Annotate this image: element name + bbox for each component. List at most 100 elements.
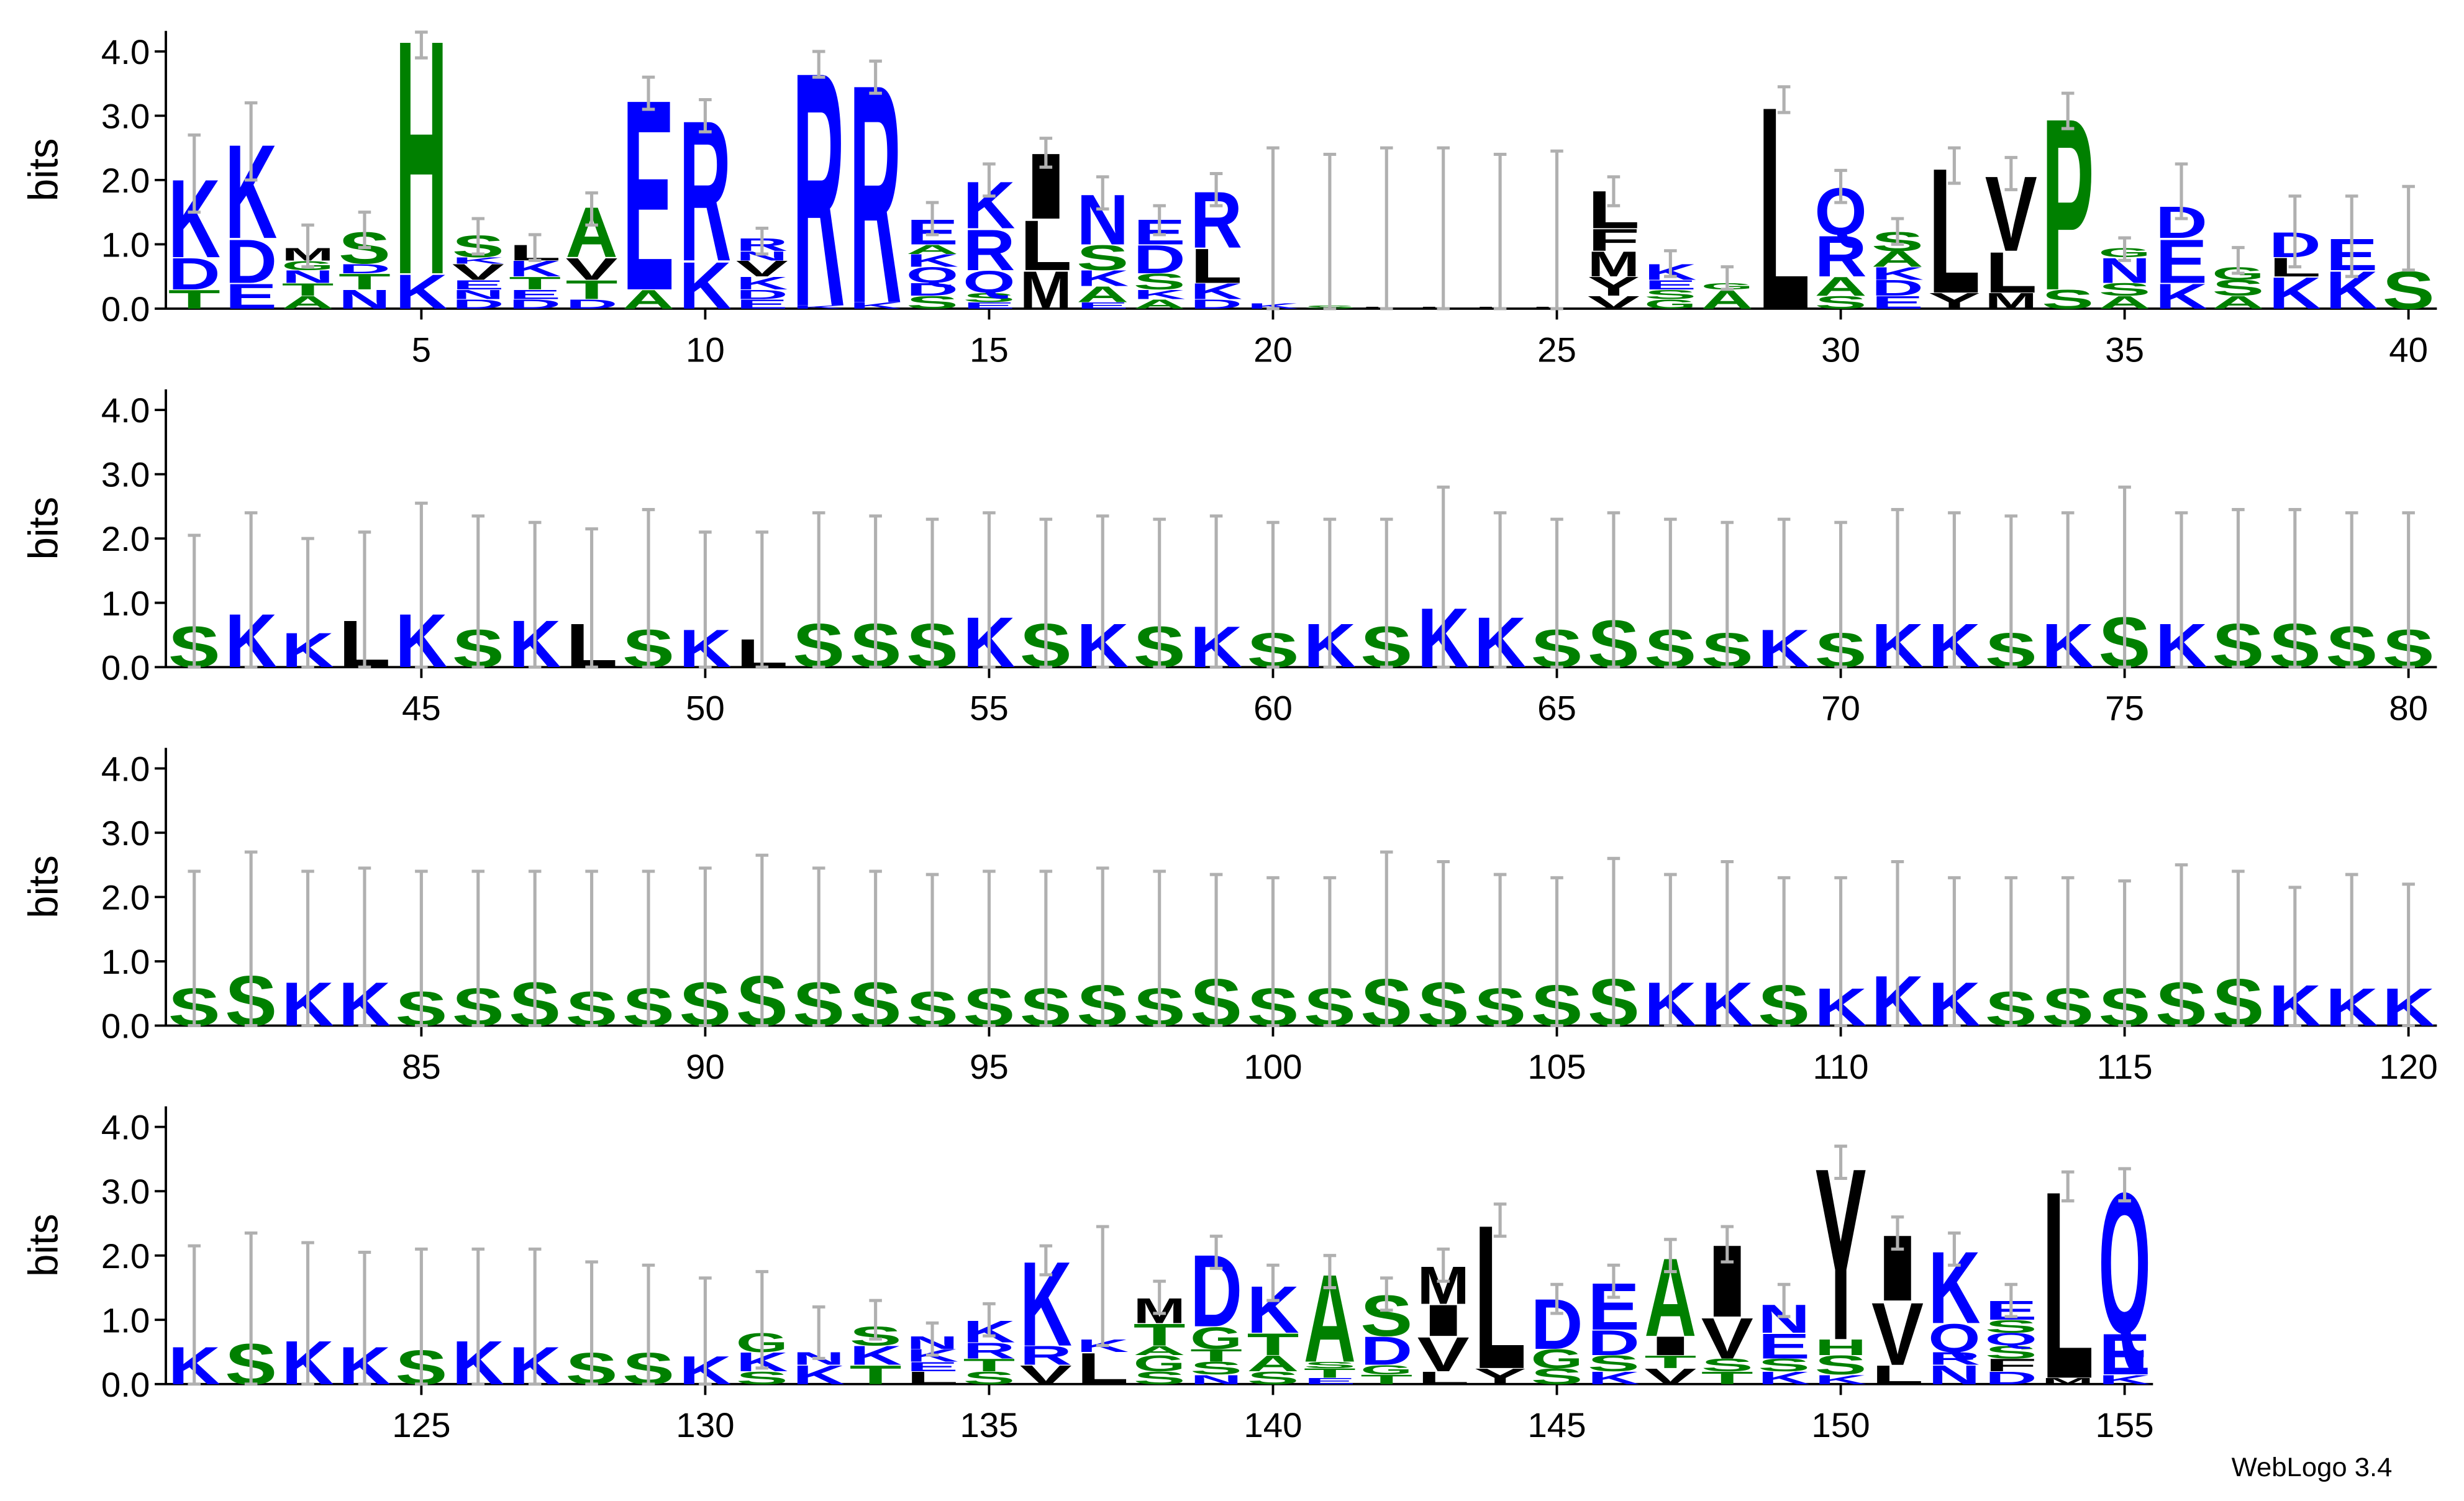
logo-letter: S [2099, 279, 2151, 299]
logo-letter: M [2042, 1376, 2094, 1386]
y-tick-label: 0.0 [101, 648, 150, 687]
logo-letter: L [1190, 238, 1242, 294]
logo-letter: D [339, 261, 391, 276]
logo-letter: A [1134, 296, 1186, 311]
logo-letter: T [168, 284, 220, 314]
logo-letter: A [1871, 247, 1924, 272]
y-tick-label: 4.0 [101, 391, 150, 430]
logo-letter: E [225, 276, 277, 317]
logo-letter: T [1701, 1368, 1753, 1388]
logo-letter: S [736, 1368, 788, 1388]
y-tick-label: 0.0 [101, 1007, 150, 1045]
logo-letter: S [2212, 276, 2264, 301]
logo-letter: L [1076, 1345, 1129, 1394]
logo-letter: S [1588, 1351, 1640, 1376]
y-tick-label: 2.0 [101, 520, 150, 558]
x-tick-label: 155 [2095, 1406, 2153, 1444]
y-tick-label: 1.0 [101, 225, 150, 264]
logo-letter: N [339, 284, 391, 314]
logo-letter: K [2099, 1372, 2151, 1387]
y-tick-label: 2.0 [101, 1236, 150, 1275]
logo-letter: R [963, 1338, 1015, 1363]
logo-letter: K [1190, 279, 1242, 304]
logo-letter: S [906, 292, 958, 312]
logo-letter: D [1360, 1328, 1412, 1373]
logo-letter: A [906, 242, 958, 256]
logo-letter: S [1701, 1355, 1753, 1375]
logo-letter: K [850, 301, 902, 311]
x-tick-label: 70 [1821, 689, 1860, 727]
logo-letter: S [1190, 1358, 1242, 1378]
x-tick-label: 120 [2380, 1047, 2438, 1086]
logo-letter: S [963, 1368, 1015, 1388]
y-axis-label: bits [20, 138, 66, 202]
logo-letter: V [452, 260, 504, 284]
y-tick-label: 3.0 [101, 814, 150, 853]
logo-letter: D [1985, 1368, 2037, 1388]
x-tick-label: 40 [2389, 330, 2428, 369]
logo-letter: D [1190, 296, 1242, 311]
logo-letter: E [452, 278, 504, 292]
logo-letter: S [1985, 1343, 2037, 1363]
logo-letter: E [906, 1359, 958, 1374]
logo-letter: M [1020, 260, 1072, 320]
logo-letter: D [225, 227, 277, 297]
logo-letter: K [679, 248, 731, 323]
x-tick-label: 85 [402, 1047, 441, 1086]
x-tick-label: 45 [402, 689, 441, 727]
y-tick-label: 3.0 [101, 97, 150, 135]
logo-letter: E [963, 301, 1015, 311]
logo-letter: K [850, 1341, 902, 1371]
logo-letter: T [1644, 1352, 1696, 1372]
logo-letter: V [1701, 1306, 1753, 1371]
logo-letter: Y [1588, 271, 1640, 301]
logo-letter: K [395, 265, 447, 319]
logo-letter: K [2155, 277, 2207, 317]
logo-letter: T [1360, 1372, 1412, 1387]
x-tick-label: 80 [2389, 689, 2428, 727]
logo-letter: A [282, 292, 334, 312]
logo-letter: K [1871, 263, 1924, 283]
logo-letter: K [793, 305, 845, 310]
logo-letter: V [1871, 1284, 1924, 1384]
logo-letter: A [1815, 271, 1867, 301]
logo-letter: N [282, 266, 334, 286]
logo-letter: S [1304, 1360, 1356, 1370]
logo-letter: G [1530, 1344, 1583, 1374]
logo-letter: A [622, 284, 675, 314]
x-tick-label: 10 [686, 330, 725, 369]
logo-letter: K [906, 251, 958, 271]
logo-letter: T [963, 1355, 1015, 1375]
logo-letter: N [452, 287, 504, 302]
logo-letter: A [2099, 292, 2151, 312]
y-axis-label: bits [20, 497, 66, 560]
logo-letter: G [1134, 1351, 1186, 1376]
logo-letter: K [2269, 268, 2321, 319]
logo-letter: D [1588, 1323, 1640, 1363]
x-tick-label: 140 [1243, 1406, 1302, 1444]
logo-letter: E [1758, 1326, 1810, 1366]
logo-letter: E [736, 297, 788, 312]
logo-letter: S [1758, 1355, 1810, 1375]
logo-letter: A [2212, 292, 2264, 312]
logo-letter: D [168, 249, 220, 299]
logo-letter: T [1247, 1327, 1299, 1362]
logo-letter: K [452, 255, 504, 265]
logo-letter: E [1871, 292, 1924, 312]
x-tick-label: 20 [1253, 330, 1293, 369]
logo-letter: R [1928, 1349, 1980, 1369]
logo-letter: L [1417, 1368, 1470, 1388]
x-tick-label: 135 [960, 1406, 1018, 1444]
logo-letter: T [282, 280, 334, 300]
logo-letter: F [1588, 222, 1640, 257]
logo-letter: K [1588, 1368, 1640, 1388]
logo-letter: L [1871, 1360, 1924, 1390]
logo-letter: A [1247, 1351, 1299, 1376]
x-tick-label: 25 [1537, 330, 1576, 369]
logo-letter: E [509, 287, 561, 302]
logo-letter: V [1644, 1364, 1696, 1389]
logo-letter: N [1190, 1372, 1242, 1387]
x-tick-label: 75 [2105, 689, 2144, 727]
